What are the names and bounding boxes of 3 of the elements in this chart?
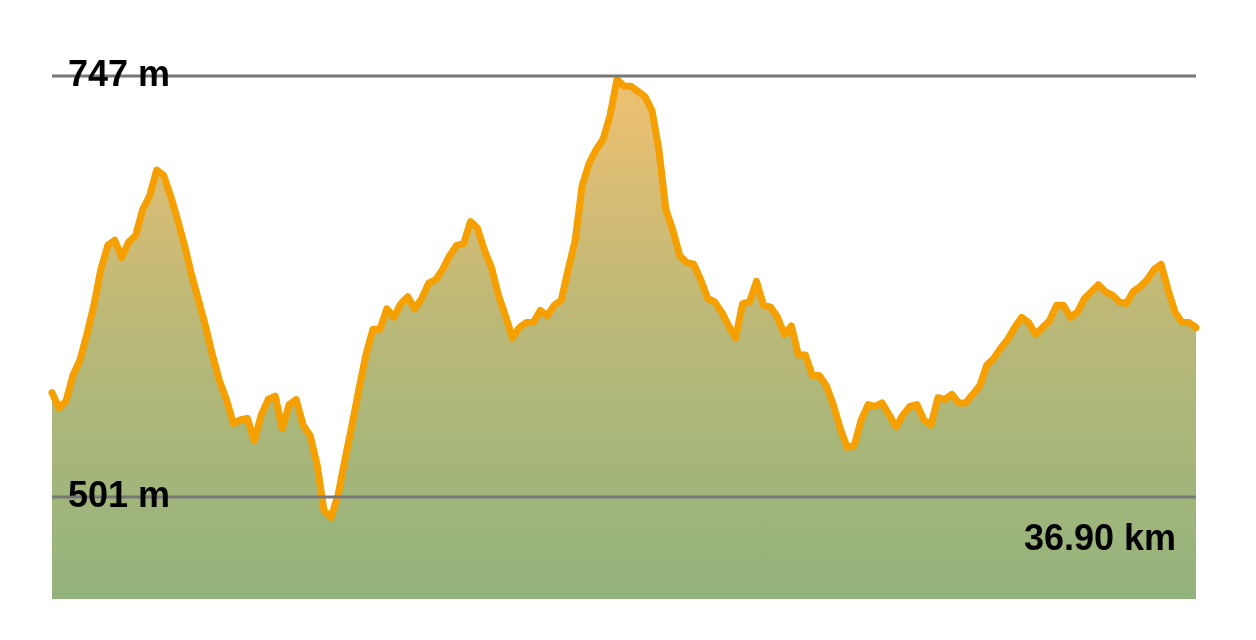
y-tick-label: 747 m (68, 52, 171, 94)
y-tick-label: 501 m (68, 473, 171, 515)
annotation: 36.90 km (1023, 516, 1176, 558)
